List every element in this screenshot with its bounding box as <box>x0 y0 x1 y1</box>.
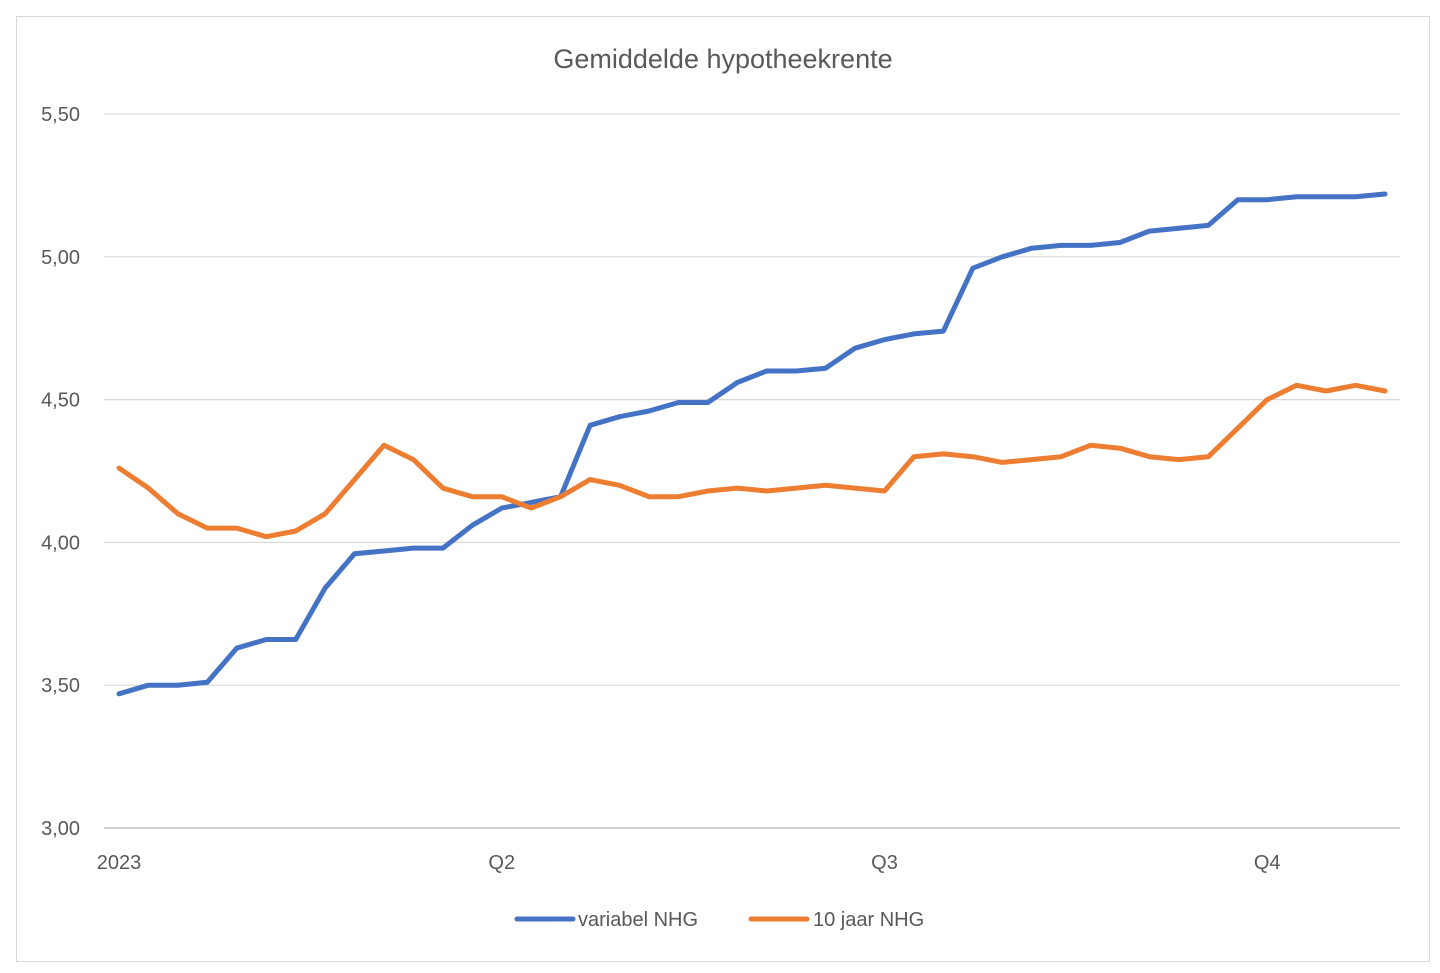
x-tick-label: Q4 <box>1254 852 1281 874</box>
y-tick-label: 5,00 <box>41 247 80 269</box>
series-line <box>116 191 1388 697</box>
legend-label: variabel NHG <box>578 909 698 931</box>
y-tick-label: 3,50 <box>41 675 80 697</box>
x-tick-label: Q2 <box>488 852 515 874</box>
plot-series <box>116 191 1388 697</box>
gridlines <box>104 113 1400 829</box>
chart-title: Gemiddelde hypotheekrente <box>553 44 892 74</box>
series-line <box>116 382 1388 540</box>
y-tick-label: 3,00 <box>41 818 80 840</box>
x-axis: 2023 Q2 Q3 Q4 <box>97 852 1281 874</box>
y-tick-label: 4,00 <box>41 532 80 554</box>
x-tick-label: Q3 <box>871 852 898 874</box>
y-tick-label: 4,50 <box>41 390 80 412</box>
y-tick-label: 5,50 <box>41 104 80 126</box>
x-tick-label: 2023 <box>97 852 142 874</box>
legend-label: 10 jaar NHG <box>813 909 924 931</box>
legend: variabel NHG 10 jaar NHG <box>514 909 924 931</box>
y-axis: 3,00 3,50 4,00 4,50 5,00 5,50 <box>41 104 80 840</box>
